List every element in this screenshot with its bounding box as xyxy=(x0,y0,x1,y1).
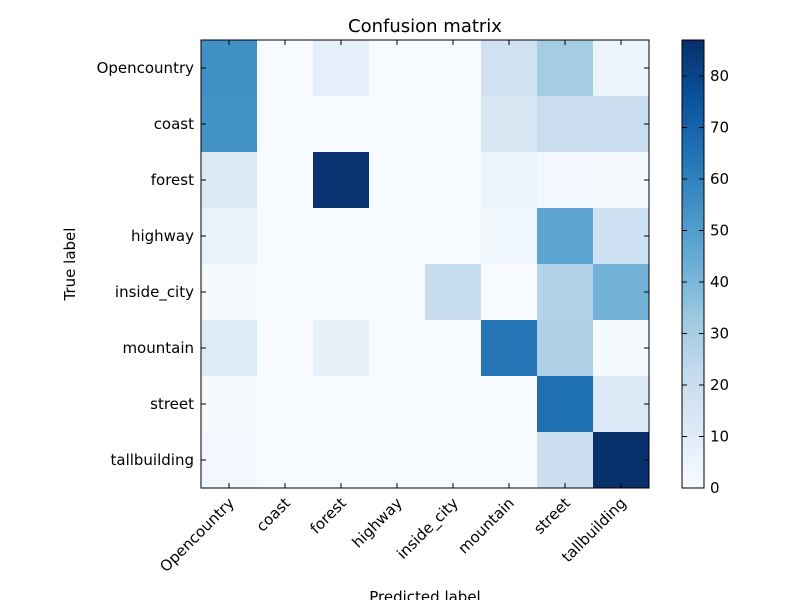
x-tick-label: mountain xyxy=(454,494,517,557)
x-tick-label: coast xyxy=(253,494,294,535)
colorbar-tick-label: 70 xyxy=(710,119,729,137)
y-tick-label: highway xyxy=(131,227,194,245)
heatmap-cell xyxy=(257,96,314,153)
heatmap-cell xyxy=(481,152,538,209)
heatmap-cell xyxy=(425,320,482,377)
heatmap-cell xyxy=(481,376,538,433)
heatmap-cell xyxy=(537,152,594,209)
heatmap-cell xyxy=(537,264,594,321)
heatmap-cell xyxy=(425,376,482,433)
heatmap-cell xyxy=(425,40,482,97)
heatmap-cell xyxy=(593,264,650,321)
heatmap-cell xyxy=(537,96,594,153)
y-tick-label: Opencountry xyxy=(97,59,195,77)
colorbar-tick-label: 60 xyxy=(710,170,729,188)
y-tick-label: mountain xyxy=(122,339,194,357)
heatmap-cell xyxy=(257,320,314,377)
heatmap-cell xyxy=(425,152,482,209)
x-tick-label: forest xyxy=(307,494,350,537)
heatmap-cell xyxy=(201,40,258,97)
heatmap-cell xyxy=(313,264,370,321)
heatmap-cell xyxy=(481,432,538,489)
colorbar-tick-label: 30 xyxy=(710,325,729,343)
y-axis-ticks: Opencountry coast forest highway inside_city… xyxy=(97,59,649,469)
heatmap-cell xyxy=(593,320,650,377)
colorbar-tick-label: 40 xyxy=(710,273,729,291)
heatmap-cell xyxy=(369,432,426,489)
colorbar-tick-label: 50 xyxy=(710,222,729,240)
chart-title: Confusion matrix xyxy=(348,16,502,37)
heatmap-cell xyxy=(201,208,258,265)
heatmap-cell xyxy=(201,376,258,433)
heatmap-cell xyxy=(593,376,650,433)
heatmap-cell xyxy=(313,96,370,153)
heatmap-cell xyxy=(201,320,258,377)
colorbar xyxy=(681,39,705,489)
heatmap-cell xyxy=(313,432,370,489)
y-tick-label: forest xyxy=(151,171,194,189)
heatmap-cell xyxy=(481,40,538,97)
heatmap-cell xyxy=(201,152,258,209)
heatmap-cell xyxy=(369,152,426,209)
y-tick-label: coast xyxy=(154,115,194,133)
heatmap-cell xyxy=(257,376,314,433)
heatmap-cell xyxy=(537,40,594,97)
heatmap-cell xyxy=(313,40,370,97)
heatmap-cell xyxy=(369,96,426,153)
heatmap-cell xyxy=(257,40,314,97)
heatmap-cells xyxy=(201,40,650,489)
colorbar-ticks: 0 10 20 30 40 50 60 70 80 xyxy=(682,67,729,497)
heatmap-cell xyxy=(257,208,314,265)
heatmap-cell xyxy=(313,320,370,377)
heatmap-cell xyxy=(537,320,594,377)
heatmap-cell xyxy=(537,376,594,433)
colorbar-tick-label: 10 xyxy=(710,428,729,446)
x-axis-label: Predicted label xyxy=(369,588,480,600)
heatmap-cell xyxy=(369,376,426,433)
y-tick-label: street xyxy=(150,395,194,413)
heatmap-cell xyxy=(201,264,258,321)
colorbar-tick-label: 20 xyxy=(710,376,729,394)
y-tick-label: tallbuilding xyxy=(111,451,195,469)
y-axis-label: True label xyxy=(61,228,79,302)
heatmap-cell xyxy=(425,264,482,321)
y-tick-label: inside_city xyxy=(115,283,194,302)
heatmap-cell xyxy=(593,40,650,97)
heatmap-cell xyxy=(593,432,650,489)
heatmap-cell xyxy=(593,96,650,153)
heatmap-cell xyxy=(369,40,426,97)
heatmap-cell xyxy=(425,208,482,265)
plot-frame xyxy=(200,39,650,489)
heatmap-cell xyxy=(313,376,370,433)
heatmap-cell xyxy=(201,96,258,153)
heatmap-cell xyxy=(537,208,594,265)
heatmap-cell xyxy=(593,152,650,209)
heatmap-cell xyxy=(481,96,538,153)
heatmap-cell xyxy=(257,432,314,489)
heatmap-cell xyxy=(481,208,538,265)
heatmap-cell xyxy=(313,208,370,265)
heatmap-cell xyxy=(257,152,314,209)
heatmap-cell xyxy=(593,208,650,265)
heatmap-cell xyxy=(369,264,426,321)
x-tick-label: Opencountry xyxy=(156,494,238,576)
heatmap-cell xyxy=(537,432,594,489)
heatmap-cell xyxy=(481,264,538,321)
heatmap-cell xyxy=(481,320,538,377)
heatmap-cell xyxy=(369,320,426,377)
x-tick-label: inside_city xyxy=(393,494,462,563)
heatmap-cell xyxy=(313,152,370,209)
heatmap-cell xyxy=(425,432,482,489)
colorbar-tick-label: 0 xyxy=(710,479,720,497)
heatmap-cell xyxy=(257,264,314,321)
x-tick-label: street xyxy=(530,494,574,538)
x-tick-label: highway xyxy=(349,494,406,551)
colorbar-tick-label: 80 xyxy=(710,67,729,85)
heatmap-cell xyxy=(369,208,426,265)
heatmap-cell xyxy=(201,432,258,489)
heatmap-cell xyxy=(425,96,482,153)
